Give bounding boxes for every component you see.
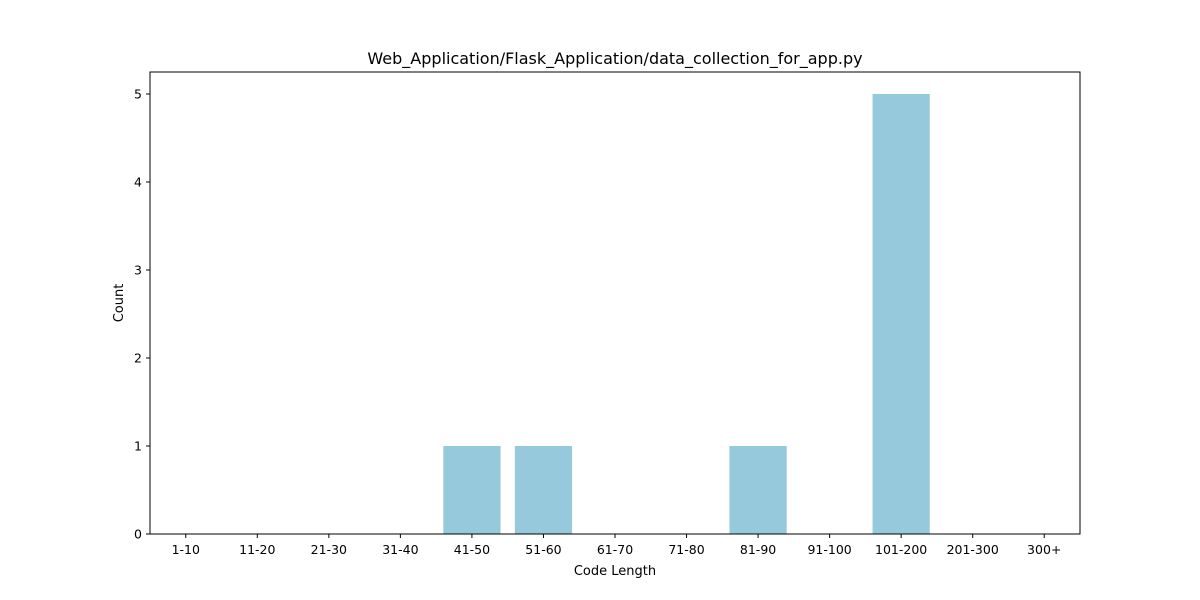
- x-tick-label: 91-100: [807, 542, 851, 557]
- x-tick-label: 101-200: [875, 542, 927, 557]
- x-tick-label: 41-50: [454, 542, 490, 557]
- x-tick-label: 21-30: [311, 542, 347, 557]
- y-tick-label: 4: [134, 175, 142, 190]
- bar-101-200: [872, 94, 930, 534]
- x-tick-label: 81-90: [740, 542, 776, 557]
- x-tick-label: 201-300: [947, 542, 999, 557]
- x-tick-label: 11-20: [239, 542, 275, 557]
- x-tick-label: 61-70: [597, 542, 633, 557]
- plot-area-frame: [149, 71, 1081, 535]
- bar-51-60: [514, 446, 573, 534]
- x-tick-label: 1-10: [172, 542, 200, 557]
- bar-41-50: [443, 446, 501, 534]
- y-axis: 0 1 2 3 4 5: [134, 87, 150, 542]
- bar-81-90: [729, 446, 787, 534]
- x-tick-label: 71-80: [668, 542, 704, 557]
- x-tick-label: 51-60: [525, 542, 561, 557]
- y-axis-label: Count: [112, 284, 127, 323]
- y-tick-label: 3: [134, 263, 142, 278]
- y-tick-label: 2: [134, 351, 142, 366]
- y-tick-label: 5: [134, 87, 142, 102]
- x-tick-label: 31-40: [382, 542, 418, 557]
- y-tick-label: 1: [134, 439, 142, 454]
- bars-group: [443, 94, 930, 534]
- y-tick-label: 0: [134, 527, 142, 542]
- x-axis-label: Code Length: [574, 564, 656, 579]
- x-tick-label: 300+: [1027, 542, 1061, 557]
- x-axis: 1-10 11-20 21-30 31-40 41-50 51-60 61-70 71-80 8…: [172, 534, 1061, 557]
- chart-title: Web_Application/Flask_Application/data_c…: [367, 49, 862, 69]
